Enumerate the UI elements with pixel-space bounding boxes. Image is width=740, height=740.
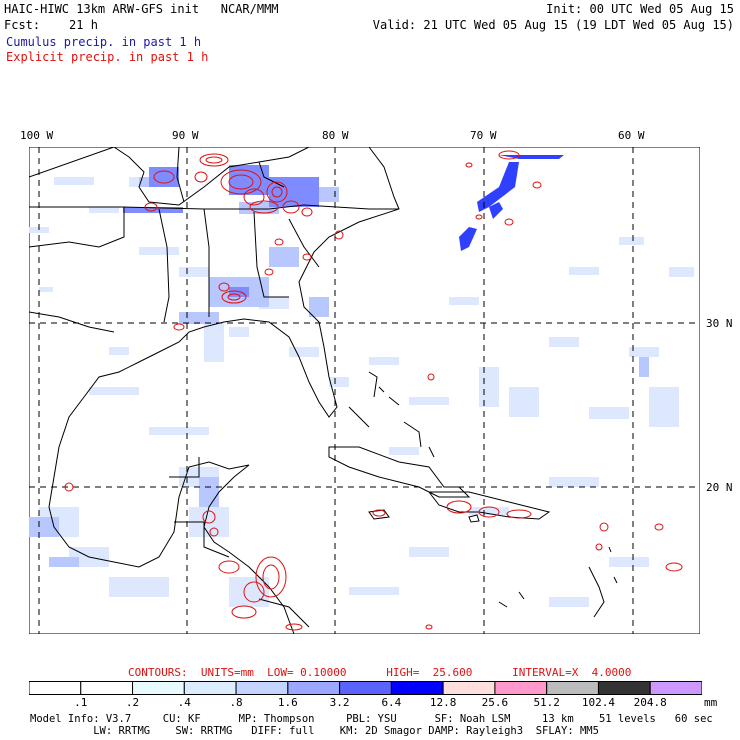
model-title: HAIC-HIWC 13km ARW-GFS init NCAR/MMM <box>4 2 279 16</box>
lat-label-30n: 30 N <box>706 317 733 330</box>
model-info-line1: Model Info: V3.7 CU: KF MP: Thompson PBL… <box>30 713 713 725</box>
colorbar-swatch <box>390 681 444 695</box>
lon-label-80w: 80 W <box>322 129 349 142</box>
colorbar-tick-label: 3.2 <box>329 696 350 709</box>
colorbar-swatch <box>339 681 392 695</box>
lon-label-70w: 70 W <box>470 129 497 142</box>
legend-cumulus-precip: Cumulus precip. in past 1 h <box>6 35 202 49</box>
colorbar-swatch <box>29 681 82 695</box>
forecast-hour: Fcst: 21 h <box>4 18 98 32</box>
colorbar-tick-label: 6.4 <box>381 696 402 709</box>
colorbar-tick-label: 102.4 <box>581 696 616 709</box>
coastlines <box>29 147 618 634</box>
colorbar-swatch <box>597 681 651 695</box>
colorbar <box>29 681 702 695</box>
legend-explicit-precip: Explicit precip. in past 1 h <box>6 50 209 64</box>
precipitation-map <box>29 147 700 634</box>
colorbar-tick-label: .1 <box>74 696 88 709</box>
init-time: Init: 00 UTC Wed 05 Aug 15 <box>546 2 734 16</box>
colorbar-swatch <box>442 681 496 695</box>
colorbar-tick-label: 12.8 <box>429 696 457 709</box>
contours-info: CONTOURS: UNITS=mm LOW= 0.10000 HIGH= 25… <box>128 666 632 679</box>
map-frame <box>29 147 700 634</box>
colorbar-tick-label: 204.8 <box>633 696 667 709</box>
colorbar-tick-label: .2 <box>125 696 140 709</box>
colorbar-tick-label: 1.6 <box>277 696 298 709</box>
explicit-precip-contours <box>64 150 683 631</box>
colorbar-swatch <box>649 681 702 695</box>
lat-label-20n: 20 N <box>706 481 733 494</box>
colorbar-swatch <box>546 681 599 695</box>
cumulus-precip-shading <box>29 155 694 607</box>
colorbar-swatch <box>132 681 185 695</box>
colorbar-swatch <box>80 681 134 695</box>
colorbar-tick-label: 51.2 <box>533 696 560 709</box>
lat-lon-grid <box>29 147 700 634</box>
model-info-line2: LW: RRTMG SW: RRTMG DIFF: full KM: 2D Sm… <box>30 725 599 737</box>
colorbar-unit: mm <box>704 696 718 709</box>
valid-time: Valid: 21 UTC Wed 05 Aug 15 (19 LDT Wed … <box>372 18 734 32</box>
colorbar-swatch <box>183 681 237 695</box>
colorbar-swatch <box>235 681 289 695</box>
lon-label-90w: 90 W <box>172 129 199 142</box>
lon-label-100w: 100 W <box>20 129 54 142</box>
lon-label-60w: 60 W <box>618 129 645 142</box>
colorbar-tick-label: .8 <box>229 696 243 709</box>
colorbar-tick-label: 25.6 <box>481 696 509 709</box>
colorbar-swatch <box>494 681 548 695</box>
colorbar-tick-label: .4 <box>177 696 191 709</box>
colorbar-swatch <box>287 681 341 695</box>
